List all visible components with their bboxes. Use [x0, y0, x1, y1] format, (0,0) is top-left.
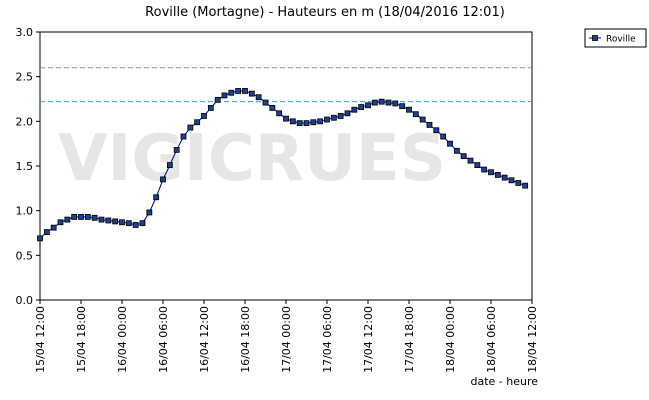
data-point: [515, 180, 522, 186]
data-point: [98, 216, 105, 223]
data-point: [71, 214, 78, 220]
data-point: [330, 114, 337, 121]
watermark: VIGICRUES: [58, 122, 446, 196]
data-point: [50, 224, 57, 231]
data-point: [508, 177, 515, 184]
y-tick-label: 2.0: [16, 115, 34, 128]
data-point: [337, 113, 344, 119]
data-point: [419, 116, 426, 123]
x-tick-label: 15/04 12:00: [34, 306, 47, 373]
data-point: [125, 220, 132, 227]
data-point: [447, 140, 453, 147]
data-point: [207, 105, 214, 111]
x-tick-label: 17/04 18:00: [403, 306, 416, 373]
data-point: [283, 115, 289, 122]
data-point: [37, 235, 43, 242]
data-point: [262, 99, 269, 106]
x-tick-label: 18/04 12:00: [526, 306, 539, 373]
data-point: [201, 113, 207, 119]
data-point: [91, 214, 98, 221]
data-point: [43, 229, 50, 236]
data-point: [296, 120, 303, 127]
data-point: [406, 106, 412, 113]
data-point: [474, 162, 481, 169]
data-point: [255, 94, 262, 101]
data-point: [166, 162, 173, 169]
x-tick-label: 16/04 06:00: [157, 306, 170, 373]
data-point: [276, 110, 283, 117]
x-tick-label: 18/04 00:00: [444, 306, 457, 373]
data-point: [467, 157, 474, 164]
data-point: [112, 218, 119, 225]
data-point: [214, 96, 221, 103]
data-point: [385, 99, 392, 106]
data-point: [84, 214, 91, 220]
data-point: [460, 153, 467, 160]
data-point: [269, 105, 276, 111]
data-point: [344, 110, 351, 117]
data-point: [303, 120, 310, 127]
data-point: [453, 147, 460, 154]
chart-title: Roville (Mortagne) - Hauteurs en m (18/0…: [145, 5, 505, 20]
x-tick-label: 17/04 12:00: [362, 306, 375, 373]
data-point: [412, 111, 419, 118]
y-tick-label: 0.5: [16, 249, 34, 262]
data-point: [139, 220, 146, 227]
data-point: [488, 169, 494, 176]
x-tick-label: 17/04 00:00: [280, 306, 293, 373]
data-point: [522, 182, 529, 189]
y-tick-label: 1.0: [16, 205, 34, 218]
data-point: [119, 219, 125, 226]
y-tick-label: 1.5: [16, 160, 34, 173]
data-point: [501, 174, 508, 181]
data-point: [371, 99, 378, 106]
data-point: [378, 98, 385, 105]
data-point: [494, 172, 501, 178]
data-point: [235, 88, 242, 94]
data-point: [317, 118, 324, 125]
data-point: [153, 194, 160, 201]
data-point: [221, 92, 228, 99]
data-point: [160, 176, 166, 183]
data-point: [358, 104, 365, 110]
x-tick-label: 17/04 06:00: [321, 306, 334, 373]
data-point: [242, 88, 248, 94]
x-tick-label: 18/04 06:00: [485, 306, 498, 373]
x-tick-label: 16/04 18:00: [239, 306, 252, 373]
legend-marker: [592, 35, 598, 41]
x-axis-label: date - heure: [470, 375, 538, 388]
data-point: [481, 166, 488, 173]
data-point: [194, 119, 201, 126]
y-tick-label: 2.5: [16, 71, 34, 84]
data-point: [180, 133, 187, 140]
data-point: [173, 147, 180, 153]
data-point: [132, 222, 139, 228]
x-tick-label: 15/04 18:00: [75, 306, 88, 373]
data-point: [310, 119, 317, 126]
data-point: [324, 116, 330, 123]
data-point: [78, 214, 84, 220]
legend-box: [584, 28, 647, 48]
data-point: [57, 219, 64, 226]
data-point: [365, 102, 371, 109]
data-point: [248, 90, 255, 97]
data-point: [187, 124, 194, 131]
data-point: [399, 103, 406, 110]
data-point: [64, 216, 71, 223]
legend-label: Roville: [606, 35, 636, 45]
data-point: [146, 209, 153, 216]
data-point: [426, 122, 433, 128]
y-tick-label: 0.0: [16, 294, 34, 307]
data-point: [228, 89, 235, 96]
data-point: [392, 100, 399, 107]
data-point: [351, 106, 358, 113]
x-tick-label: 16/04 12:00: [198, 306, 211, 373]
data-point: [289, 118, 296, 125]
data-point: [433, 127, 440, 134]
data-point: [440, 133, 447, 140]
data-point: [105, 217, 112, 224]
y-tick-label: 3.0: [16, 26, 34, 39]
x-tick-label: 16/04 00:00: [116, 306, 129, 373]
